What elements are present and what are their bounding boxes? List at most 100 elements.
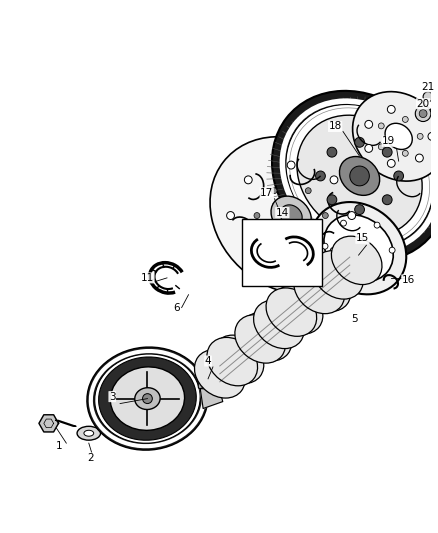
Circle shape (322, 213, 328, 219)
Ellipse shape (241, 312, 292, 361)
Ellipse shape (135, 387, 160, 409)
Ellipse shape (385, 123, 412, 149)
Circle shape (382, 147, 392, 157)
Ellipse shape (95, 354, 200, 443)
Ellipse shape (332, 236, 382, 285)
Polygon shape (310, 267, 348, 297)
Circle shape (287, 262, 295, 270)
Text: 14: 14 (276, 207, 289, 217)
Circle shape (416, 111, 423, 119)
Circle shape (387, 106, 395, 114)
Text: 2: 2 (88, 453, 94, 463)
Circle shape (226, 212, 234, 220)
Text: 18: 18 (328, 122, 342, 132)
Text: 15: 15 (356, 233, 369, 243)
Ellipse shape (324, 215, 393, 281)
Circle shape (305, 188, 311, 193)
Ellipse shape (313, 251, 363, 299)
Ellipse shape (87, 347, 208, 450)
Ellipse shape (311, 202, 406, 294)
Polygon shape (223, 329, 276, 369)
Circle shape (428, 132, 436, 140)
Circle shape (355, 205, 364, 215)
Circle shape (327, 195, 337, 205)
Circle shape (322, 243, 328, 249)
Ellipse shape (254, 300, 304, 349)
Ellipse shape (235, 315, 286, 363)
Circle shape (365, 144, 373, 152)
Circle shape (387, 159, 395, 167)
Polygon shape (223, 351, 248, 369)
Circle shape (287, 161, 295, 169)
Polygon shape (328, 253, 367, 283)
Ellipse shape (294, 265, 345, 313)
Ellipse shape (84, 430, 94, 436)
Circle shape (348, 212, 356, 220)
Polygon shape (39, 415, 59, 432)
Circle shape (254, 213, 260, 219)
Circle shape (337, 268, 343, 274)
Ellipse shape (194, 350, 245, 398)
Polygon shape (251, 329, 276, 347)
Circle shape (305, 237, 311, 244)
Circle shape (365, 120, 373, 128)
Ellipse shape (266, 288, 317, 336)
Circle shape (355, 138, 364, 147)
Polygon shape (282, 279, 335, 320)
Ellipse shape (110, 367, 184, 430)
Text: 1: 1 (56, 441, 63, 451)
Ellipse shape (339, 157, 380, 196)
Polygon shape (310, 279, 335, 297)
Circle shape (271, 237, 277, 244)
Text: 5: 5 (351, 314, 358, 325)
Text: 4: 4 (205, 356, 212, 366)
Circle shape (341, 220, 346, 226)
Ellipse shape (280, 205, 302, 226)
Text: 20: 20 (417, 99, 430, 109)
Polygon shape (56, 421, 76, 426)
Circle shape (271, 188, 277, 193)
Text: 21: 21 (421, 82, 434, 92)
Ellipse shape (272, 286, 323, 334)
Circle shape (244, 247, 252, 255)
Circle shape (382, 195, 392, 205)
Circle shape (419, 110, 427, 118)
Polygon shape (282, 302, 307, 320)
Circle shape (142, 394, 152, 403)
Text: 17: 17 (260, 188, 273, 198)
Ellipse shape (99, 357, 196, 440)
Circle shape (378, 123, 384, 129)
FancyBboxPatch shape (242, 219, 322, 286)
Text: 3: 3 (109, 392, 116, 402)
Circle shape (403, 150, 408, 156)
Circle shape (417, 133, 423, 139)
Text: 19: 19 (382, 136, 396, 147)
Polygon shape (251, 317, 289, 347)
Ellipse shape (272, 91, 438, 261)
FancyBboxPatch shape (198, 375, 218, 389)
Ellipse shape (286, 104, 433, 247)
Circle shape (389, 247, 395, 253)
Ellipse shape (353, 92, 438, 181)
Polygon shape (210, 351, 248, 382)
Circle shape (415, 106, 431, 122)
Ellipse shape (213, 335, 264, 384)
Text: 11: 11 (141, 273, 154, 283)
Text: 6: 6 (173, 303, 180, 312)
Circle shape (378, 144, 384, 150)
Circle shape (403, 117, 408, 123)
Circle shape (416, 154, 423, 162)
Polygon shape (200, 382, 223, 408)
Circle shape (330, 247, 338, 255)
Ellipse shape (297, 115, 422, 237)
Polygon shape (269, 302, 307, 332)
Ellipse shape (207, 337, 258, 386)
Ellipse shape (77, 426, 101, 440)
Circle shape (350, 166, 369, 186)
Circle shape (371, 270, 377, 276)
Circle shape (394, 171, 403, 181)
Circle shape (423, 92, 433, 102)
Circle shape (330, 176, 338, 184)
Circle shape (244, 176, 252, 184)
Ellipse shape (271, 196, 311, 235)
